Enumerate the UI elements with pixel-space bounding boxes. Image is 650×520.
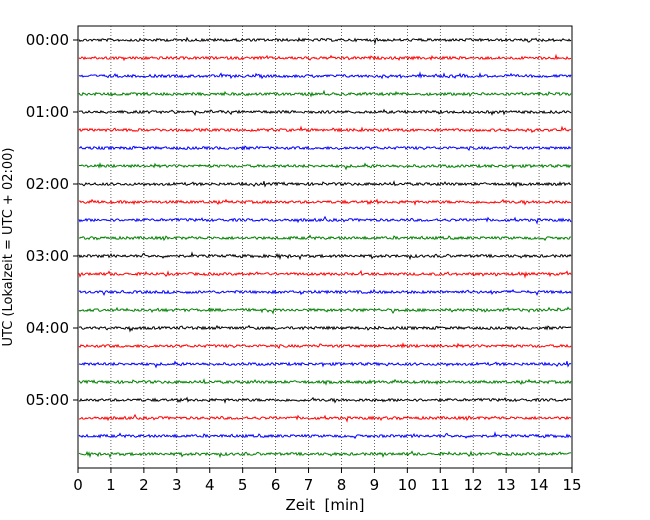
grid-lines [110, 26, 540, 468]
x-tick-label: 10 [398, 476, 417, 494]
x-tick-label: 14 [530, 476, 549, 494]
trace-0100 [78, 108, 572, 117]
trace-0315 [78, 269, 572, 279]
trace-0515 [78, 413, 572, 423]
y-axis-label: UTC (Lokalzeit = UTC + 02:00) [1, 148, 16, 347]
trace-0545 [78, 450, 572, 459]
y-tick-label: 01:00 [26, 103, 69, 121]
x-tick-label: 5 [238, 476, 248, 494]
x-tick-label: 3 [172, 476, 182, 494]
trace-0430 [78, 360, 572, 369]
trace-0130 [78, 145, 572, 151]
x-tick-label: 4 [205, 476, 215, 494]
x-tick-label: 1 [106, 476, 116, 494]
seismic-traces [78, 36, 572, 459]
x-tick-label: 7 [304, 476, 314, 494]
trace-0415 [78, 342, 572, 349]
trace-0000 [78, 36, 572, 45]
trace-0330 [78, 288, 572, 297]
x-tick-label: 8 [337, 476, 347, 494]
y-tick-label: 04:00 [26, 319, 69, 337]
plot-frame [77, 25, 573, 469]
x-tick-label: 11 [431, 476, 450, 494]
trace-0115 [78, 125, 572, 134]
x-tick-label: 6 [271, 476, 281, 494]
trace-0500 [78, 396, 572, 404]
x-tick-label: 15 [562, 476, 581, 494]
y-axis-ticks: 00:00 01:00 02:00 03:00 04:00 05:00 [26, 31, 78, 409]
trace-0230 [78, 215, 572, 225]
x-tick-label: 9 [370, 476, 380, 494]
trace-0530 [78, 431, 572, 440]
trace-0030 [78, 71, 572, 80]
x-tick-label: 12 [464, 476, 483, 494]
trace-0200 [78, 180, 572, 188]
trace-0345 [78, 306, 572, 315]
trace-0300 [78, 251, 572, 261]
x-tick-label: 2 [139, 476, 149, 494]
trace-0215 [78, 198, 572, 206]
y-tick-label: 00:00 [26, 31, 69, 49]
y-tick-label: 05:00 [26, 391, 69, 409]
x-axis-label: Zeit [min] [285, 496, 364, 514]
x-axis-ticks: 0 1 2 3 4 5 6 7 8 9 10 11 12 13 14 15 [73, 468, 582, 494]
x-tick-label: 0 [73, 476, 83, 494]
x-tick-label: 13 [497, 476, 516, 494]
trace-0145 [78, 162, 572, 171]
trace-0045 [78, 89, 572, 98]
trace-0245 [78, 234, 572, 242]
trace-0445 [78, 378, 572, 386]
trace-0015 [78, 53, 572, 62]
trace-0400 [78, 324, 572, 333]
y-tick-label: 03:00 [26, 247, 69, 265]
y-tick-label: 02:00 [26, 175, 69, 193]
